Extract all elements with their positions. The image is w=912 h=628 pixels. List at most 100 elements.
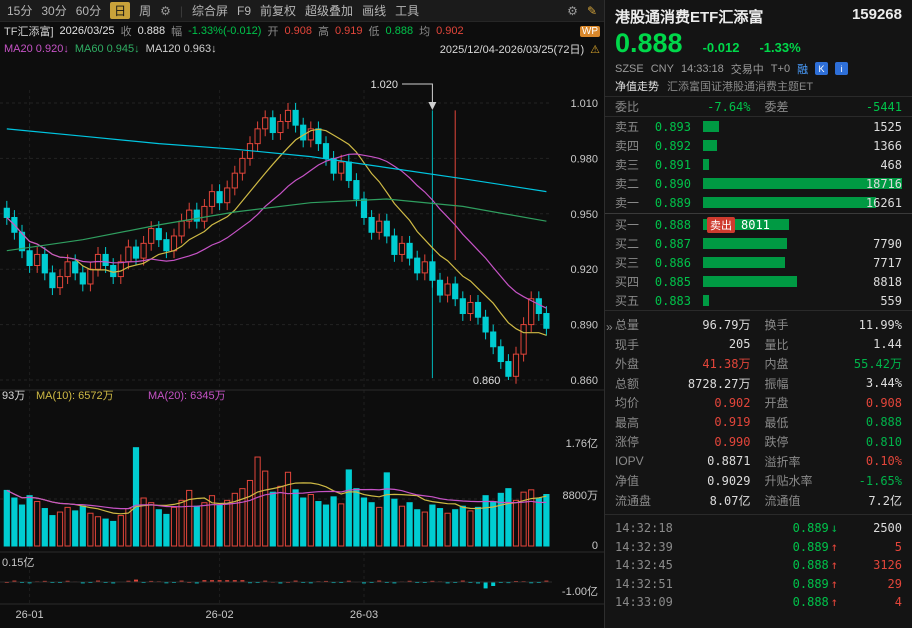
period-toolbar: 15分 30分 60分 日 周 ⚙ | 综合屏 F9 前复权 超级叠加 画线 工… bbox=[0, 0, 604, 22]
stat-label: 振幅 bbox=[764, 376, 789, 391]
bid-level-label: 买五 bbox=[615, 294, 640, 308]
tick-price: 0.889 bbox=[792, 576, 829, 591]
ask-level-label: 卖三 bbox=[615, 158, 640, 172]
settings-gear-icon[interactable]: ⚙ bbox=[567, 3, 578, 18]
stat-label: 现手 bbox=[615, 337, 640, 352]
volume-bars bbox=[3, 447, 550, 547]
ask-level-label: 卖四 bbox=[615, 139, 640, 153]
price-change: -0.012 bbox=[702, 40, 740, 55]
bid-price: 0.885 bbox=[654, 274, 691, 289]
ask-row[interactable]: 卖五 0.893 1525 bbox=[605, 117, 912, 136]
ask-row[interactable]: 卖四 0.892 1366 bbox=[605, 136, 912, 155]
stat-row: 总量 96.79万 换手 11.99% bbox=[605, 315, 912, 335]
stats-grid: 总量 96.79万 换手 11.99% 现手 205 量比 1.44 外盘 41… bbox=[605, 310, 912, 514]
stat-label: 总量 bbox=[615, 318, 640, 333]
svg-text:0: 0 bbox=[592, 540, 598, 552]
avg-value: 0.902 bbox=[436, 25, 464, 37]
ask-row[interactable]: 卖一 0.889 16261 bbox=[605, 193, 912, 212]
bid-price: 0.886 bbox=[654, 255, 691, 270]
stat-label: 涨停 bbox=[615, 435, 640, 450]
period-week[interactable]: 周 bbox=[139, 4, 152, 18]
stock-code: 159268 bbox=[851, 6, 902, 23]
close-value: 0.888 bbox=[137, 25, 166, 37]
svg-text:1.020: 1.020 bbox=[370, 79, 398, 91]
ask-level-label: 卖一 bbox=[615, 196, 640, 210]
stat-row: 外盘 41.38万 内盘 55.42万 bbox=[605, 354, 912, 374]
nav-row: 净值走势 汇添富国证港股通消费主题ET bbox=[605, 76, 912, 97]
tick-price: 0.889 bbox=[792, 539, 829, 554]
kline-icon[interactable]: K bbox=[815, 62, 829, 75]
ma20-value: MA20 0.920↓ bbox=[4, 43, 69, 55]
trade-direction-badge: 卖出 bbox=[707, 216, 735, 233]
bid-level-label: 买一 bbox=[615, 218, 640, 232]
stock-name: 港股通消费ETF汇添富 bbox=[615, 9, 764, 26]
period-60min[interactable]: 60分 bbox=[75, 4, 102, 18]
tool-super-overlay[interactable]: 超级叠加 bbox=[305, 4, 354, 18]
quote-panel: 港股通消费ETF汇添富 159268 0.888 -0.012 -1.33% S… bbox=[605, 0, 912, 628]
svg-text:0.15亿: 0.15亿 bbox=[2, 556, 34, 569]
svg-text:MA(10): 6572万: MA(10): 6572万 bbox=[36, 390, 114, 402]
svg-text:26-02: 26-02 bbox=[206, 609, 234, 621]
bid-row[interactable]: 买二 0.887 7790 bbox=[605, 234, 912, 253]
tick-qty: 4 bbox=[894, 595, 902, 610]
period-day[interactable]: 日 bbox=[110, 2, 131, 19]
tick-price: 0.889 bbox=[792, 521, 829, 536]
ask-row[interactable]: 卖三 0.891 468 bbox=[605, 155, 912, 174]
stat-label: 净值 bbox=[615, 474, 640, 489]
ask-qty: 18716 bbox=[865, 176, 902, 191]
tool-f9[interactable]: F9 bbox=[237, 3, 252, 18]
bid-queue: 买一 0.888 卖出 8011 买二 0.887 7790 买三 0.886 7… bbox=[605, 215, 912, 310]
svg-text:1.76亿: 1.76亿 bbox=[566, 437, 598, 450]
tool-composite-screen[interactable]: 综合屏 bbox=[192, 4, 229, 18]
high-label: 高 bbox=[318, 26, 329, 38]
expand-icon[interactable]: » bbox=[606, 320, 613, 334]
chart-date: 2026/03/25 bbox=[59, 25, 115, 37]
stat-label: 流通盘 bbox=[615, 493, 652, 508]
bid-qty: 8818 bbox=[873, 274, 902, 289]
price-info-bar: TF汇添富] 2026/03/25 收 0.888 幅 -1.33%(-0.01… bbox=[0, 22, 604, 40]
stat-row: 涨停 0.990 跌停 0.810 bbox=[605, 432, 912, 452]
stat-value: 0.8871 bbox=[707, 454, 751, 469]
stat-value: 8728.27万 bbox=[687, 376, 751, 391]
gear-icon[interactable]: ⚙ bbox=[160, 3, 171, 18]
svg-text:0.950: 0.950 bbox=[570, 209, 598, 221]
tick-row: 14:32:39 0.889 ↑ 5 bbox=[605, 538, 912, 557]
tool-forward-adjust[interactable]: 前复权 bbox=[260, 4, 297, 18]
stat-row: 最高 0.919 最低 0.888 bbox=[605, 413, 912, 433]
svg-text:0.980: 0.980 bbox=[570, 153, 598, 165]
ask-row[interactable]: 卖二 0.890 18716 bbox=[605, 174, 912, 193]
stat-value: 205 bbox=[728, 337, 751, 352]
alert-icon[interactable]: ⚠ bbox=[590, 43, 600, 56]
avg-label: 均 bbox=[419, 26, 431, 38]
bid-row[interactable]: 买五 0.883 559 bbox=[605, 291, 912, 310]
nav-trend-link[interactable]: 净值走势 bbox=[615, 81, 659, 93]
period-15min[interactable]: 15分 bbox=[7, 4, 33, 18]
bid-row[interactable]: 买四 0.885 8818 bbox=[605, 272, 912, 291]
kline-chart[interactable]: 1.010 0.980 0.950 0.920 0.890 0.860 26-01 26-02… bbox=[0, 58, 604, 628]
draw-icon[interactable]: ✎ bbox=[586, 3, 597, 18]
tick-row: 14:32:18 0.889 ↓ 2500 bbox=[605, 519, 912, 538]
ask-level-label: 卖五 bbox=[615, 120, 640, 134]
svg-text:93万: 93万 bbox=[2, 390, 25, 402]
wp-badge[interactable]: WP bbox=[579, 25, 600, 37]
tool-tools[interactable]: 工具 bbox=[395, 4, 420, 18]
stat-value: 0.902 bbox=[714, 395, 751, 410]
ask-qty: 468 bbox=[880, 157, 902, 172]
tick-list: 14:32:18 0.889 ↓ 2500 14:32:39 0.889 ↑ 5 1… bbox=[605, 514, 912, 614]
price-change-pct: -1.33% bbox=[759, 40, 801, 55]
stat-value: 8.07亿 bbox=[709, 493, 751, 508]
margin-badge[interactable]: 融 bbox=[797, 63, 809, 76]
trading-status: 交易中 bbox=[730, 63, 764, 76]
info-icon[interactable]: i bbox=[835, 62, 849, 75]
bid-row[interactable]: 买三 0.886 7717 bbox=[605, 253, 912, 272]
low-label: 低 bbox=[368, 26, 380, 38]
stat-label: 最低 bbox=[764, 415, 789, 430]
last-price: 0.888 bbox=[615, 28, 683, 58]
ma60-value: MA60 0.945↓ bbox=[74, 43, 140, 55]
bid-row[interactable]: 买一 0.888 卖出 8011 bbox=[605, 215, 912, 234]
period-30min[interactable]: 30分 bbox=[41, 4, 67, 18]
depth-bar: 559 bbox=[703, 291, 902, 310]
tool-draw-line[interactable]: 画线 bbox=[362, 4, 387, 18]
bid-level-label: 买四 bbox=[615, 275, 640, 289]
depth-bar: 468 bbox=[703, 155, 902, 174]
